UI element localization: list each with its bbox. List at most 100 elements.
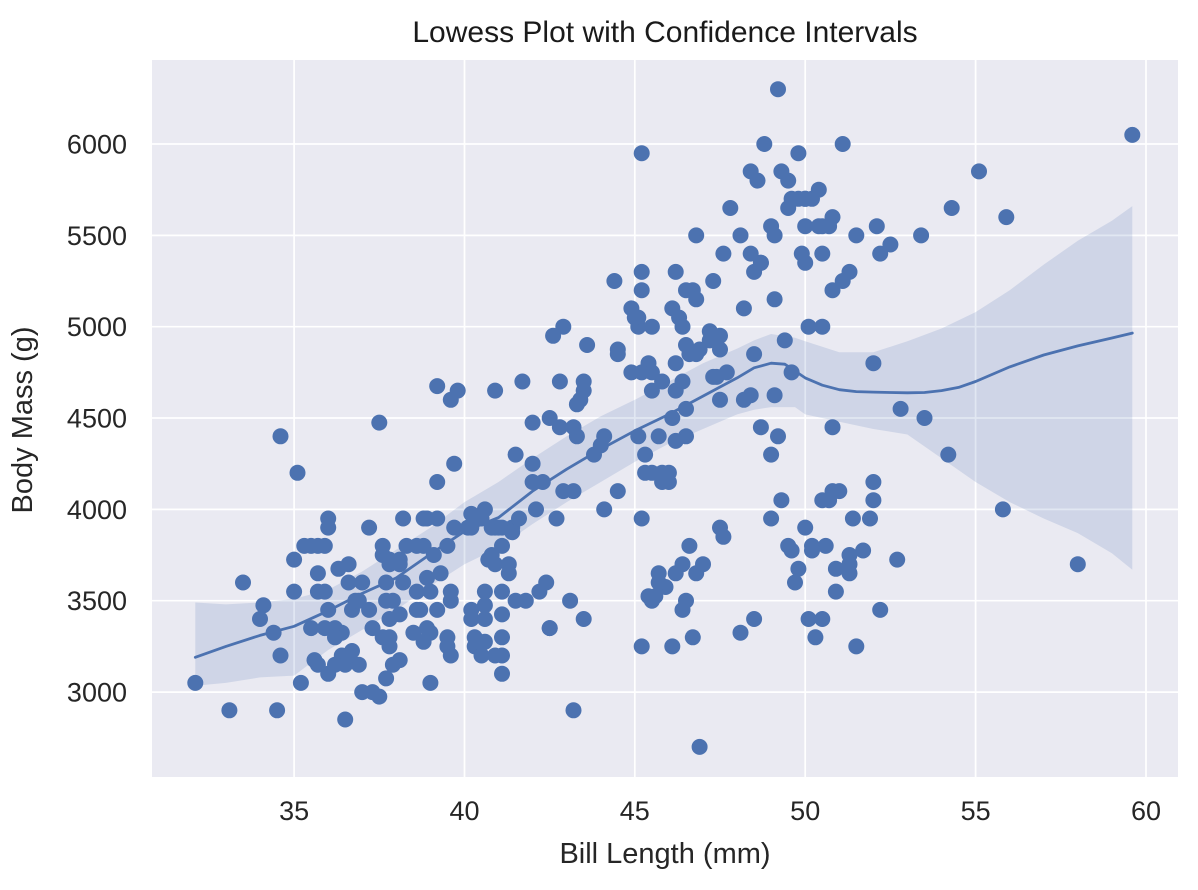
y-tick-label: 3500 — [67, 586, 127, 616]
scatter-point — [780, 172, 797, 189]
plot-area: 35 40 45 50 55 60 3000 3500 4000 4500 5000 5500 6000 — [67, 60, 1178, 826]
scatter-point — [688, 565, 705, 582]
scatter-point — [286, 583, 303, 600]
scatter-point — [773, 492, 790, 509]
scatter-point — [664, 300, 681, 317]
scatter-point — [664, 410, 681, 426]
scatter-point — [623, 364, 640, 381]
scatter-point — [391, 652, 408, 669]
scatter-point — [633, 510, 650, 527]
scatter-point — [688, 346, 705, 363]
x-tick-label: 45 — [620, 796, 650, 826]
scatter-point — [678, 337, 694, 353]
scatter-point — [664, 638, 681, 655]
scatter-point — [442, 647, 459, 664]
scatter-point — [524, 414, 541, 431]
scatter-point — [807, 629, 824, 646]
scatter-point — [994, 501, 1011, 518]
scatter-point — [766, 227, 783, 244]
scatter-point — [868, 218, 885, 235]
scatter-point — [350, 592, 367, 609]
scatter-point — [596, 501, 613, 518]
scatter-point — [463, 505, 480, 522]
scatter-point — [528, 501, 544, 518]
scatter-point — [378, 574, 395, 591]
scatter-point — [429, 601, 446, 618]
scatter-point — [361, 601, 378, 618]
scatter-point — [705, 368, 722, 385]
scatter-point — [309, 565, 326, 582]
scatter-point — [940, 446, 957, 463]
scatter-point — [865, 355, 882, 372]
scatter-point — [862, 510, 878, 527]
scatter-point — [327, 656, 343, 673]
scatter-point — [551, 373, 568, 390]
scatter-point — [504, 524, 521, 541]
scatter-point — [872, 245, 889, 262]
scatter-point — [756, 136, 773, 152]
scatter-point — [463, 601, 480, 618]
scatter-point — [494, 606, 510, 623]
scatter-point — [364, 684, 381, 701]
scatter-point — [395, 574, 412, 591]
scatter-point — [422, 583, 439, 600]
scatter-point — [800, 318, 817, 335]
scatter-point — [422, 674, 439, 691]
scatter-point — [439, 629, 456, 646]
scatter-point — [340, 647, 357, 664]
scatter-point — [494, 665, 510, 682]
scatter-point — [507, 592, 524, 609]
scatter-point — [487, 647, 504, 664]
scatter-point — [827, 560, 844, 577]
scatter-point — [425, 547, 442, 563]
scatter-point — [637, 446, 654, 463]
scatter-point — [650, 428, 667, 445]
scatter-point — [381, 638, 398, 655]
scatter-point — [524, 455, 541, 472]
scatter-point — [650, 565, 667, 582]
scatter-point — [586, 446, 602, 463]
scatter-point — [732, 624, 749, 641]
y-tick-label: 3000 — [67, 678, 127, 708]
scatter-point — [494, 583, 510, 600]
y-tick-label: 4000 — [67, 495, 127, 525]
scatter-point — [841, 556, 858, 573]
scatter-point — [609, 341, 626, 358]
scatter-point — [678, 400, 694, 417]
scatter-point — [834, 136, 851, 152]
scatter-point — [882, 236, 899, 253]
scatter-point — [715, 528, 732, 545]
scatter-point — [487, 382, 504, 399]
y-tick-label: 5500 — [67, 221, 127, 251]
scatter-point — [872, 601, 889, 618]
scatter-point — [221, 702, 238, 719]
x-axis-label: Bill Length (mm) — [559, 838, 770, 870]
scatter-point — [309, 583, 326, 600]
scatter-point — [364, 620, 381, 637]
scatter-point — [606, 273, 623, 289]
scatter-point — [787, 574, 803, 591]
scatter-point — [674, 318, 691, 335]
scatter-point — [633, 145, 650, 162]
scatter-point — [633, 638, 650, 655]
scatter-point — [303, 620, 320, 637]
scatter-point — [391, 606, 408, 623]
scatter-point — [630, 428, 647, 445]
scatter-point — [361, 519, 378, 536]
scatter-point — [790, 145, 807, 162]
scatter-point — [252, 611, 268, 627]
scatter-point — [309, 537, 326, 554]
scatter-point — [688, 291, 705, 308]
scatter-point — [330, 560, 347, 577]
scatter-point — [187, 674, 204, 691]
scatter-point — [766, 387, 783, 404]
scatter-point — [824, 209, 841, 226]
scatter-point — [712, 341, 728, 358]
scatter-point — [913, 227, 930, 244]
scatter-point — [541, 410, 558, 426]
scatter-point — [834, 273, 851, 289]
scatter-point — [844, 510, 861, 527]
scatter-point — [892, 400, 909, 417]
